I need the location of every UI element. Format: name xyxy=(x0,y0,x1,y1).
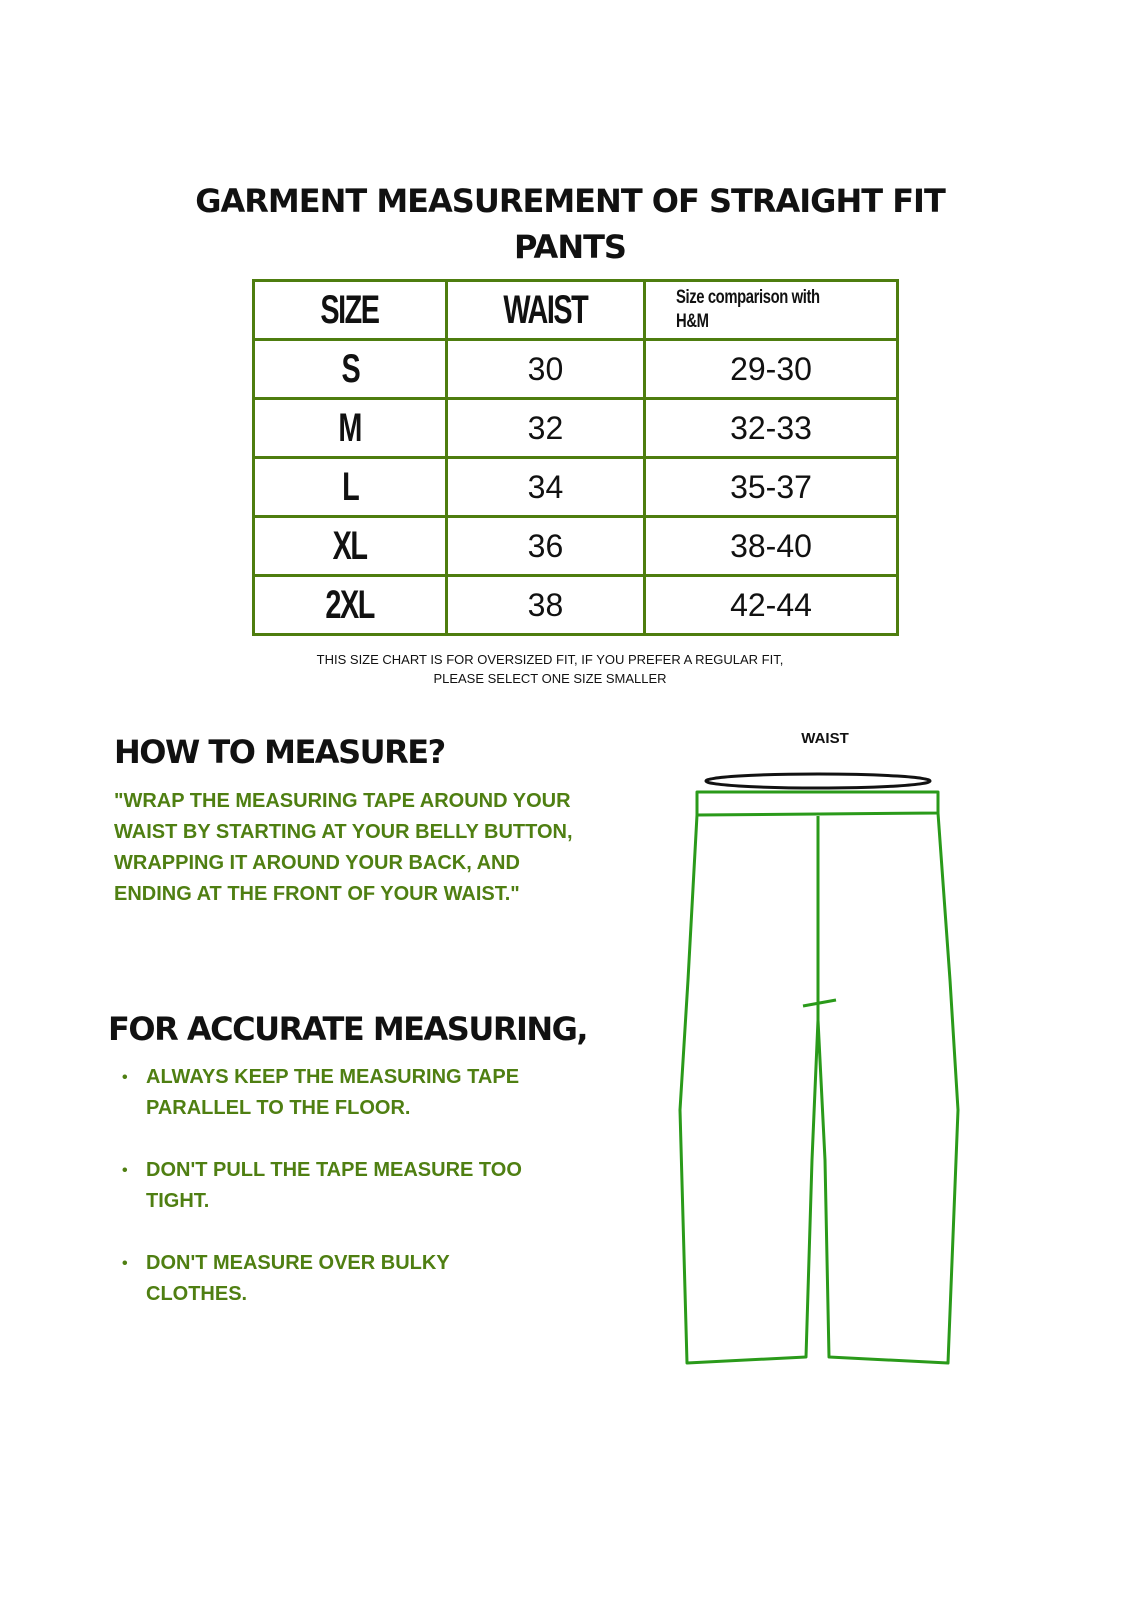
size-cell: 2XL xyxy=(252,574,448,636)
size-cell: L xyxy=(252,456,448,518)
hm-cell: 29-30 xyxy=(643,338,899,400)
size-text: L xyxy=(341,464,360,509)
waist-label: WAIST xyxy=(801,730,849,747)
header-hm-comparison: Size comparison with H&M xyxy=(643,279,899,341)
how-to-measure-heading: HOW TO MEASURE? xyxy=(114,733,446,771)
size-cell: S xyxy=(252,338,448,400)
header-size-text: SIZE xyxy=(320,287,381,332)
pants-outline xyxy=(678,790,960,1365)
waist-cell: 34 xyxy=(444,456,647,518)
page-title: GARMENT MEASUREMENT OF STRAIGHT FIT PANT… xyxy=(195,182,946,266)
how-to-measure-text: "WRAP THE MEASURING TAPE AROUND YOUR WAI… xyxy=(114,790,573,905)
table-row: L 34 35-37 xyxy=(252,456,899,518)
hm-cell: 35-37 xyxy=(643,456,899,518)
size-text: S xyxy=(341,346,360,391)
size-text: XL xyxy=(332,523,368,568)
fit-note-line2: PLEASE SELECT ONE SIZE SMALLER xyxy=(433,671,667,686)
waist-cell: 36 xyxy=(444,515,647,577)
header-hm-text: Size comparison with H&M xyxy=(676,287,820,332)
tip-item: DON'T PULL THE TAPE MEASURE TOO TIGHT. xyxy=(114,1155,554,1217)
header-waist: WAIST xyxy=(444,279,647,341)
table-row: 2XL 38 42-44 xyxy=(252,574,899,636)
waist-cell: 32 xyxy=(444,397,647,459)
hm-cell: 32-33 xyxy=(643,397,899,459)
table-row: S 30 29-30 xyxy=(252,338,899,400)
waist-cell: 38 xyxy=(444,574,647,636)
hm-cell: 42-44 xyxy=(643,574,899,636)
fit-note-line1: THIS SIZE CHART IS FOR OVERSIZED FIT, IF… xyxy=(316,652,784,667)
size-text: M xyxy=(338,405,363,450)
size-chart-table: SIZE WAIST Size comparison with H&M S 30… xyxy=(252,279,899,636)
waist-measure-ellipse xyxy=(704,772,932,790)
size-cell: XL xyxy=(252,515,448,577)
table-header-row: SIZE WAIST Size comparison with H&M xyxy=(252,279,899,341)
size-cell: M xyxy=(252,397,448,459)
hm-cell: 38-40 xyxy=(643,515,899,577)
tip-item: ALWAYS KEEP THE MEASURING TAPE PARALLEL … xyxy=(114,1062,554,1124)
header-size: SIZE xyxy=(252,279,448,341)
tip-item: DON'T MEASURE OVER BULKY CLOTHES. xyxy=(114,1248,554,1310)
header-waist-text: WAIST xyxy=(503,287,588,332)
table-row: M 32 32-33 xyxy=(252,397,899,459)
table-row: XL 36 38-40 xyxy=(252,515,899,577)
fit-note: THIS SIZE CHART IS FOR OVERSIZED FIT, IF… xyxy=(250,650,850,688)
tips-list: ALWAYS KEEP THE MEASURING TAPE PARALLEL … xyxy=(114,1062,554,1341)
accurate-measuring-heading: FOR ACCURATE MEASURING, xyxy=(108,1010,589,1048)
waist-cell: 30 xyxy=(444,338,647,400)
size-text: 2XL xyxy=(325,582,376,627)
